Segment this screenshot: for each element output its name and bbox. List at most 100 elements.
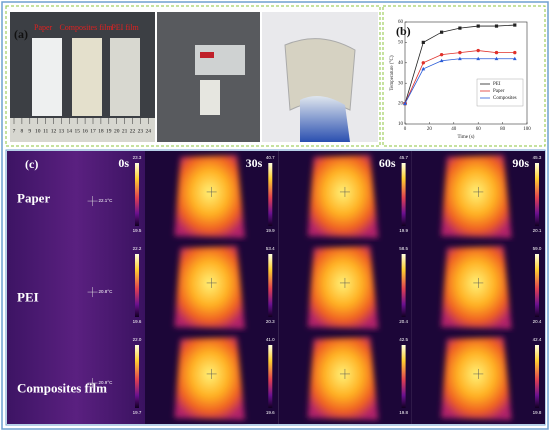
colorbar — [135, 345, 139, 408]
y-axis-label: Temperature (°C) — [390, 55, 395, 90]
composite-sample — [72, 38, 102, 116]
marker — [476, 48, 480, 53]
marker — [513, 23, 517, 27]
spot-temp: 20.9°C — [99, 380, 114, 385]
pei-sample — [110, 38, 140, 116]
ruler-label: 18 — [98, 128, 104, 134]
colorbar-min: 19.8 — [533, 410, 542, 415]
ruler-label: 14 — [67, 128, 73, 134]
display — [200, 52, 214, 58]
ruler-label: 20 — [114, 128, 120, 134]
crosshair — [87, 196, 98, 207]
marker — [494, 56, 499, 61]
photo-power-supply — [157, 12, 260, 142]
ruler-label: 21 — [122, 128, 128, 134]
time-label: 0s — [118, 156, 129, 170]
colorbar-min: 20.1 — [533, 228, 542, 233]
crosshair — [339, 277, 350, 288]
ruler-label: 19 — [106, 128, 112, 134]
y-tick-label: 50 — [398, 41, 404, 46]
colorbar-min: 19.9 — [399, 228, 408, 233]
y-tick-label: 40 — [398, 61, 404, 66]
marker — [476, 24, 480, 28]
marker — [439, 52, 444, 57]
ruler-label: 12 — [51, 128, 57, 134]
marker — [513, 50, 517, 55]
plot-area — [404, 21, 528, 125]
marker — [512, 56, 517, 61]
crosshair — [339, 186, 350, 197]
paper-sample — [32, 38, 62, 116]
photo-label: Paper — [34, 23, 53, 32]
colorbar — [401, 345, 406, 408]
panel-label: (b) — [396, 24, 411, 38]
colorbar-max: 59.0 — [533, 246, 542, 251]
colorbar-min: 20.4 — [533, 319, 542, 324]
thermal-cold — [7, 151, 145, 242]
y-tick-label: 60 — [398, 20, 404, 25]
colorbar — [535, 163, 539, 226]
colorbar — [268, 254, 273, 317]
ruler-label: 22 — [130, 128, 136, 134]
spot-temp: 22.1°C — [99, 198, 114, 203]
legend-box — [476, 78, 524, 107]
colorbar — [535, 345, 539, 408]
time-label: 60s — [379, 156, 396, 170]
x-tick-label: 20 — [427, 127, 433, 132]
hot-region — [440, 155, 512, 238]
marker — [421, 66, 426, 71]
y-tick-label: 30 — [398, 81, 404, 86]
marker — [458, 50, 462, 55]
colorbar — [268, 163, 273, 226]
heater-sample — [200, 80, 220, 115]
ruler-label: 15 — [74, 128, 80, 134]
row-label: PEI — [17, 289, 39, 304]
marker — [458, 26, 462, 30]
ruler-label: 10 — [35, 128, 41, 134]
x-tick-label: 80 — [500, 127, 506, 132]
y-tick-label: 10 — [398, 122, 404, 127]
crosshair — [206, 186, 217, 197]
marker — [476, 56, 481, 61]
panel-label: (c) — [25, 157, 38, 171]
colorbar-min: 19.7 — [133, 410, 142, 415]
time-label: 30s — [246, 156, 263, 170]
colorbar-max: 42.5 — [399, 337, 408, 342]
colorbar-max: 53.4 — [266, 246, 275, 251]
crosshair — [473, 277, 484, 288]
x-tick-label: 60 — [476, 127, 482, 132]
colorbar-max: 58.5 — [399, 246, 408, 251]
row-label: Paper — [17, 190, 50, 205]
power-supply — [195, 45, 245, 75]
spot-temp: 20.8°C — [99, 289, 114, 294]
legend-label: Composites — [493, 96, 517, 101]
crosshair — [339, 368, 350, 379]
colorbar-min: 19.8 — [399, 410, 408, 415]
colorbar — [401, 254, 406, 317]
colorbar-min: 20.4 — [399, 319, 408, 324]
crosshair — [87, 287, 98, 298]
hot-region — [307, 246, 379, 329]
legend-label: Paper — [493, 89, 505, 94]
glove — [300, 96, 350, 142]
colorbar-max: 45.3 — [533, 155, 542, 160]
marker — [494, 24, 499, 28]
x-tick-label: 0 — [404, 127, 407, 132]
hot-region — [440, 337, 512, 420]
panel-label: (a) — [14, 27, 28, 41]
colorbar — [401, 163, 406, 226]
colorbar-min: 19.5 — [133, 228, 142, 233]
thermal-cold — [7, 333, 145, 424]
marker — [458, 56, 462, 61]
ruler-label: 11 — [43, 128, 49, 134]
ruler-label: 24 — [146, 128, 152, 134]
colorbar-max: 42.4 — [533, 337, 542, 342]
crosshair — [206, 277, 217, 288]
row-label: Composites film — [17, 380, 107, 395]
ruler-label: 23 — [138, 128, 144, 134]
hot-region — [174, 246, 245, 329]
marker — [421, 40, 425, 44]
ruler-label: 13 — [59, 128, 65, 134]
marker — [421, 61, 425, 65]
